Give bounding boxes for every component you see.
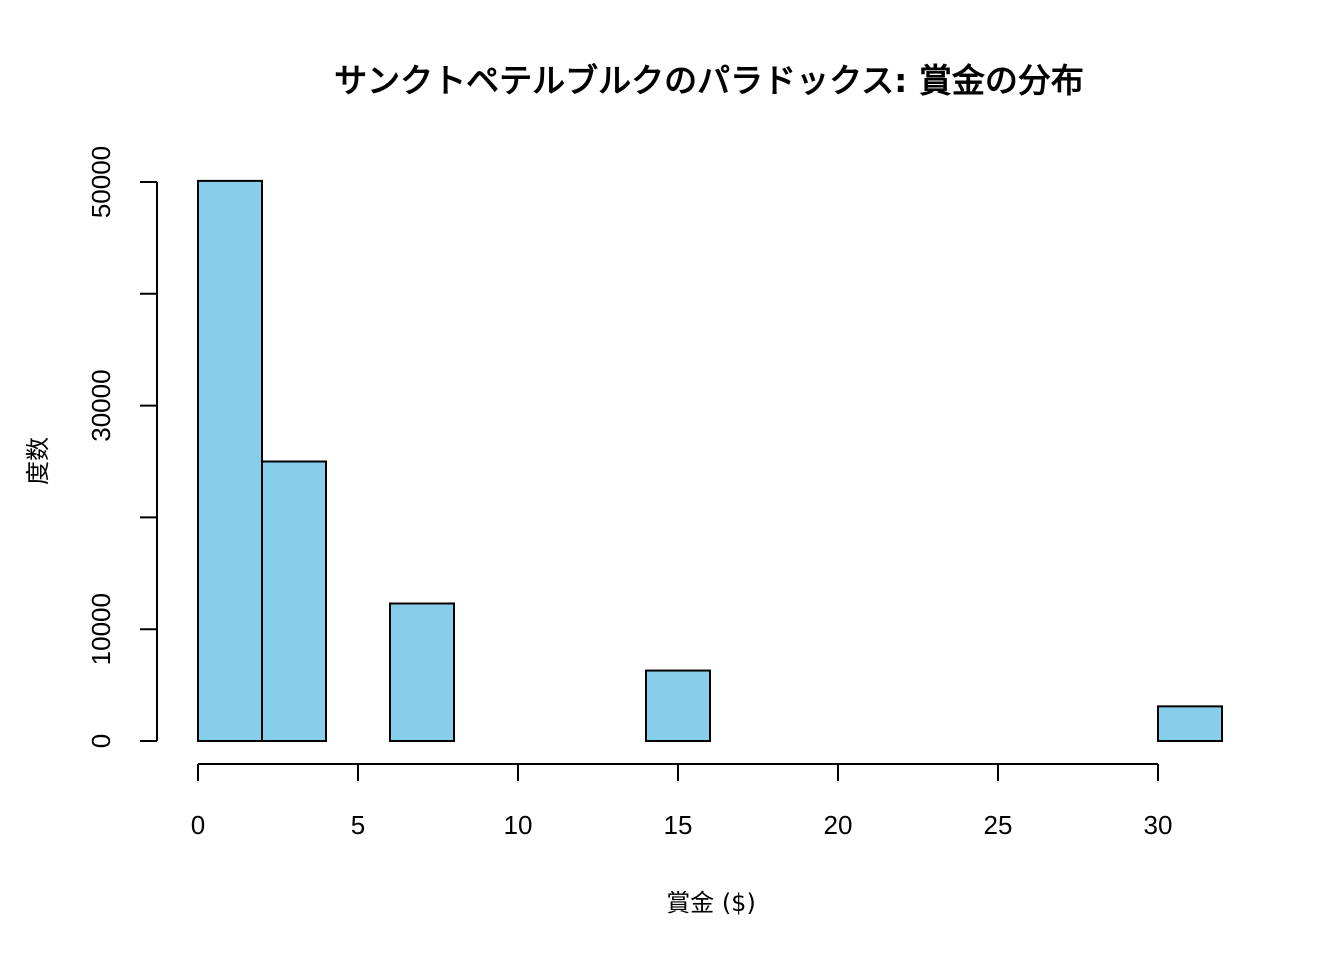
bar-15: [1157, 705, 1223, 742]
x-tick-label-0: 0: [191, 810, 205, 840]
x-tick-label-5: 5: [351, 810, 365, 840]
y-tick-label-50000: 50000: [86, 146, 116, 218]
x-axis-label: 賞金 ($): [666, 889, 756, 917]
chart-title: サンクトペテルブルクのパラドックス: 賞金の分布: [334, 61, 1084, 100]
y-tick-label-10000: 10000: [86, 593, 116, 665]
y-axis-label: 度数: [24, 437, 52, 485]
x-tick-label-30: 30: [1144, 810, 1173, 840]
bar-3: [389, 602, 455, 743]
bar-0: [197, 179, 263, 742]
x-axis: 0 5 10 15 20 25 30: [191, 763, 1173, 840]
bars-group: [197, 179, 1223, 743]
x-tick-label-20: 20: [824, 810, 853, 840]
bar-1: [261, 460, 327, 742]
y-tick-label-30000: 30000: [86, 369, 116, 441]
y-tick-label-0: 0: [86, 734, 116, 748]
bar-7: [645, 669, 711, 742]
y-axis: 0 10000 30000 50000: [86, 146, 158, 748]
x-tick-label-15: 15: [664, 810, 693, 840]
x-tick-label-25: 25: [984, 810, 1013, 840]
x-tick-label-10: 10: [504, 810, 533, 840]
